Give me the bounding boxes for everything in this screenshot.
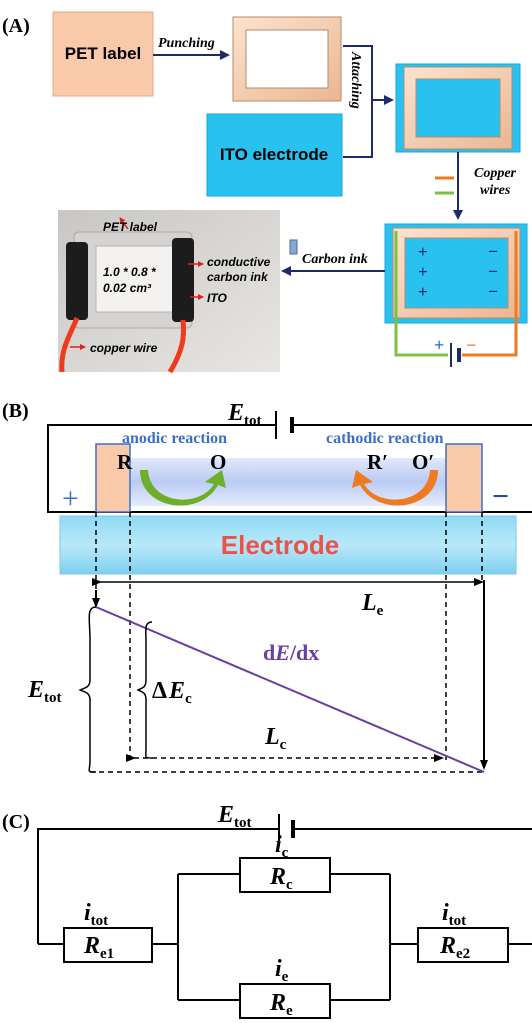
species-o: O — [210, 450, 226, 474]
device-plus-1: + — [418, 242, 428, 261]
wires-label: wires — [480, 183, 511, 198]
i-tot-left-label: itot — [84, 900, 108, 929]
electrode-label: Electrode — [221, 530, 340, 560]
r-e2-label: Re2 — [439, 933, 470, 962]
i-e-label: ie — [275, 956, 289, 985]
panel-a-label: (A) — [2, 15, 30, 37]
device-plus-3: + — [418, 282, 428, 301]
panel-b-label: (B) — [2, 400, 29, 422]
device-minus-1: − — [488, 242, 498, 261]
r-e1-label: Re1 — [83, 933, 114, 962]
etot-brace-label: Etot — [27, 677, 62, 706]
photo-copper-wire: copper wire — [90, 341, 158, 355]
panel-c-etot: Etot — [217, 802, 252, 831]
delta-ec-label: ΔEc — [152, 678, 192, 707]
gradient-label: dE/dx — [263, 640, 319, 665]
battery-plus: + — [434, 335, 444, 355]
wired-device — [385, 224, 527, 367]
le-label: Le — [361, 590, 384, 619]
photo-dimensions-2: 0.02 cm³ — [103, 281, 152, 295]
photo-pet-label: PET label — [103, 220, 158, 234]
punching-label: Punching — [158, 36, 215, 51]
device-minus-2: − — [488, 262, 498, 281]
copper-label: Copper — [474, 166, 517, 181]
device-minus-3: − — [488, 282, 498, 301]
etot-brace — [80, 607, 96, 772]
lc-label: Lc — [264, 724, 287, 753]
attaching-label: Attaching — [348, 51, 363, 109]
carbon-ink-label: Carbon ink — [302, 252, 368, 267]
ink-bottle-icon — [290, 240, 297, 254]
anode-plus-sign: + — [62, 482, 79, 515]
photo-ito: ITO — [207, 291, 227, 305]
ito-electrode-slab: ITO electrode — [207, 114, 342, 196]
i-c-label: ic — [275, 832, 289, 861]
anodic-reaction-label: anodic reaction — [122, 430, 227, 447]
device-plus-2: + — [418, 262, 428, 281]
cathodic-reaction-label: cathodic reaction — [326, 430, 444, 447]
pet-label-text: PET label — [65, 44, 142, 63]
cathode-pad — [446, 444, 482, 512]
panel-c-label: (C) — [2, 811, 30, 833]
ito-electrode-text: ITO electrode — [220, 145, 328, 164]
i-tot-right-label: itot — [442, 900, 466, 929]
delta-ec-brace — [138, 622, 152, 758]
photo-conductive: conductive — [207, 255, 271, 269]
r-e-label: Re — [269, 990, 293, 1019]
r-c-label: Rc — [269, 864, 293, 893]
assembled-device — [396, 64, 520, 152]
photo-carbon-ink: carbon ink — [207, 270, 269, 284]
species-r-prime: R′ — [367, 450, 388, 474]
species-r: R — [117, 450, 133, 474]
photo-dimensions-1: 1.0 * 0.8 * — [103, 265, 157, 279]
battery-minus: − — [466, 335, 476, 355]
cathode-minus-sign: − — [492, 480, 509, 513]
punched-pet-frame — [233, 17, 341, 101]
pet-label-sheet: PET label — [53, 12, 153, 96]
